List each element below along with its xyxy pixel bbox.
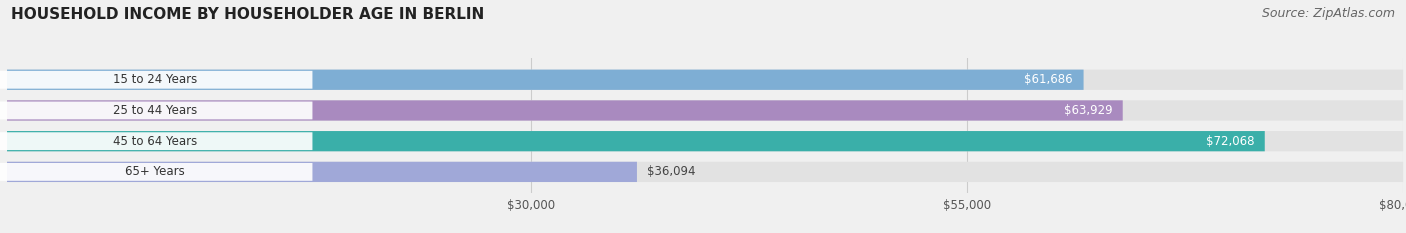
- Text: $72,068: $72,068: [1206, 135, 1254, 148]
- FancyBboxPatch shape: [0, 163, 312, 181]
- FancyBboxPatch shape: [7, 70, 1084, 90]
- FancyBboxPatch shape: [7, 131, 1403, 151]
- FancyBboxPatch shape: [7, 131, 1265, 151]
- FancyBboxPatch shape: [7, 162, 637, 182]
- FancyBboxPatch shape: [0, 71, 312, 89]
- FancyBboxPatch shape: [0, 102, 312, 119]
- FancyBboxPatch shape: [7, 70, 1403, 90]
- Text: Source: ZipAtlas.com: Source: ZipAtlas.com: [1261, 7, 1395, 20]
- Text: 15 to 24 Years: 15 to 24 Years: [114, 73, 197, 86]
- FancyBboxPatch shape: [7, 100, 1123, 121]
- FancyBboxPatch shape: [7, 162, 1403, 182]
- Text: HOUSEHOLD INCOME BY HOUSEHOLDER AGE IN BERLIN: HOUSEHOLD INCOME BY HOUSEHOLDER AGE IN B…: [11, 7, 485, 22]
- FancyBboxPatch shape: [0, 132, 312, 150]
- Text: $63,929: $63,929: [1063, 104, 1112, 117]
- FancyBboxPatch shape: [7, 100, 1403, 121]
- Text: $61,686: $61,686: [1025, 73, 1073, 86]
- Text: $36,094: $36,094: [647, 165, 696, 178]
- Text: 25 to 44 Years: 25 to 44 Years: [114, 104, 197, 117]
- Text: 45 to 64 Years: 45 to 64 Years: [114, 135, 197, 148]
- Text: 65+ Years: 65+ Years: [125, 165, 186, 178]
